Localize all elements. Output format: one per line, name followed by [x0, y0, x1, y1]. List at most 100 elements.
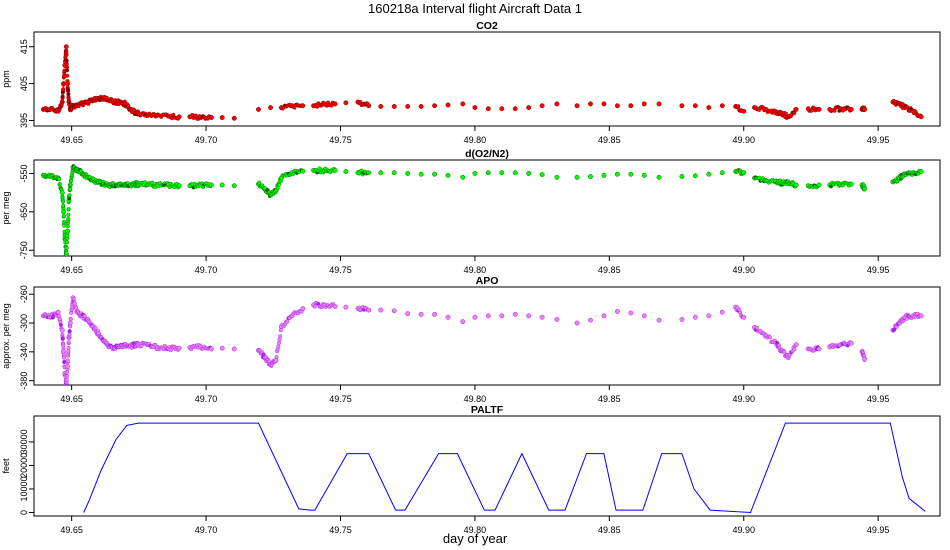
x-tick-label: 49.80 — [464, 135, 487, 145]
panel-title: d(O2/N2) — [465, 148, 509, 160]
plot-frame — [33, 286, 941, 386]
data-point-fill — [60, 336, 65, 341]
data-point-fill — [65, 374, 70, 379]
y-tick-label: -750 — [19, 241, 29, 259]
x-tick-label: 49.80 — [464, 265, 487, 275]
series-line — [83, 422, 926, 514]
y-tick-label: 30000 — [19, 429, 29, 454]
y-tick-label: 405 — [19, 76, 29, 91]
plot-frame — [33, 415, 941, 517]
data-point-fill — [57, 182, 62, 187]
data-point — [574, 103, 580, 109]
data-point — [614, 103, 620, 109]
data-point — [176, 345, 182, 351]
data-point — [445, 172, 451, 178]
data-point — [793, 106, 799, 112]
data-point — [418, 104, 424, 109]
data-point — [741, 314, 747, 320]
data-point — [793, 342, 799, 348]
data-point-fill — [61, 87, 66, 92]
x-tick-label: 49.70 — [195, 265, 218, 275]
data-point — [67, 320, 73, 326]
data-point-fill — [61, 81, 66, 86]
x-tick-label: 49.65 — [60, 394, 83, 404]
data-point — [460, 101, 466, 107]
y-axis-label: approx. per meg — [1, 303, 11, 369]
data-point — [918, 169, 924, 174]
data-point — [816, 346, 822, 352]
data-point — [219, 345, 225, 351]
data-point — [300, 306, 306, 312]
y-tick-label: -650 — [19, 203, 29, 221]
data-point — [588, 101, 593, 107]
data-point — [741, 170, 747, 176]
data-point — [231, 115, 237, 121]
data-point — [63, 44, 69, 50]
data-point — [793, 182, 799, 188]
data-point-fill — [68, 182, 73, 187]
data-point-fill — [64, 52, 69, 57]
x-tick-label: 49.65 — [60, 265, 83, 275]
data-point — [862, 356, 868, 362]
data-point — [706, 171, 712, 177]
data-point — [432, 311, 438, 317]
data-point — [499, 313, 505, 319]
data-point — [526, 313, 532, 319]
plot-area — [40, 164, 924, 256]
data-point — [601, 313, 607, 319]
data-point — [574, 320, 580, 326]
data-point — [848, 106, 854, 112]
data-point — [679, 174, 685, 179]
data-point — [719, 103, 725, 109]
data-point-fill — [67, 329, 72, 334]
data-point — [485, 313, 491, 319]
data-point — [418, 311, 424, 317]
y-tick-label: -550 — [19, 164, 29, 182]
plot-frame — [33, 31, 941, 127]
x-tick-label: 49.95 — [867, 394, 890, 404]
x-tick-label: 49.85 — [598, 525, 621, 535]
data-point-fill — [50, 315, 55, 320]
data-point — [679, 316, 685, 322]
data-point-fill — [65, 73, 70, 78]
data-point — [848, 181, 854, 187]
data-point-fill — [278, 328, 283, 333]
data-point-fill — [65, 240, 70, 245]
x-tick-label: 49.90 — [732, 394, 755, 404]
data-point-fill — [782, 349, 787, 354]
data-point — [641, 101, 647, 107]
data-point — [65, 81, 71, 87]
y-tick-label: 395 — [19, 113, 29, 128]
data-point — [445, 314, 451, 320]
data-point-fill — [278, 334, 283, 339]
data-point-fill — [736, 104, 741, 109]
data-point — [554, 316, 560, 322]
data-point — [343, 100, 349, 106]
x-tick-label: 49.95 — [867, 525, 890, 535]
x-tick-label: 49.80 — [464, 525, 487, 535]
data-point-fill — [93, 326, 98, 331]
data-point-fill — [60, 99, 65, 104]
data-point-fill — [150, 180, 155, 185]
data-point — [472, 314, 478, 320]
panel-title: CO2 — [476, 20, 498, 32]
data-point — [332, 167, 338, 173]
x-tick-label: 49.95 — [867, 265, 890, 275]
x-tick-label: 49.65 — [60, 525, 83, 535]
data-point — [692, 103, 698, 109]
data-point — [65, 363, 71, 369]
data-point — [816, 182, 822, 188]
data-point-fill — [276, 340, 281, 345]
data-point-fill — [754, 325, 759, 330]
data-point-fill — [71, 296, 76, 301]
data-point — [614, 309, 620, 314]
plot-area — [40, 295, 924, 385]
data-point-fill — [61, 213, 66, 218]
data-point — [641, 172, 647, 178]
x-tick-label: 49.90 — [732, 135, 755, 145]
plot-area — [83, 422, 926, 514]
data-point — [256, 106, 261, 112]
data-point — [61, 209, 67, 215]
y-axis-label: per meg — [1, 191, 11, 224]
data-point — [692, 314, 698, 320]
